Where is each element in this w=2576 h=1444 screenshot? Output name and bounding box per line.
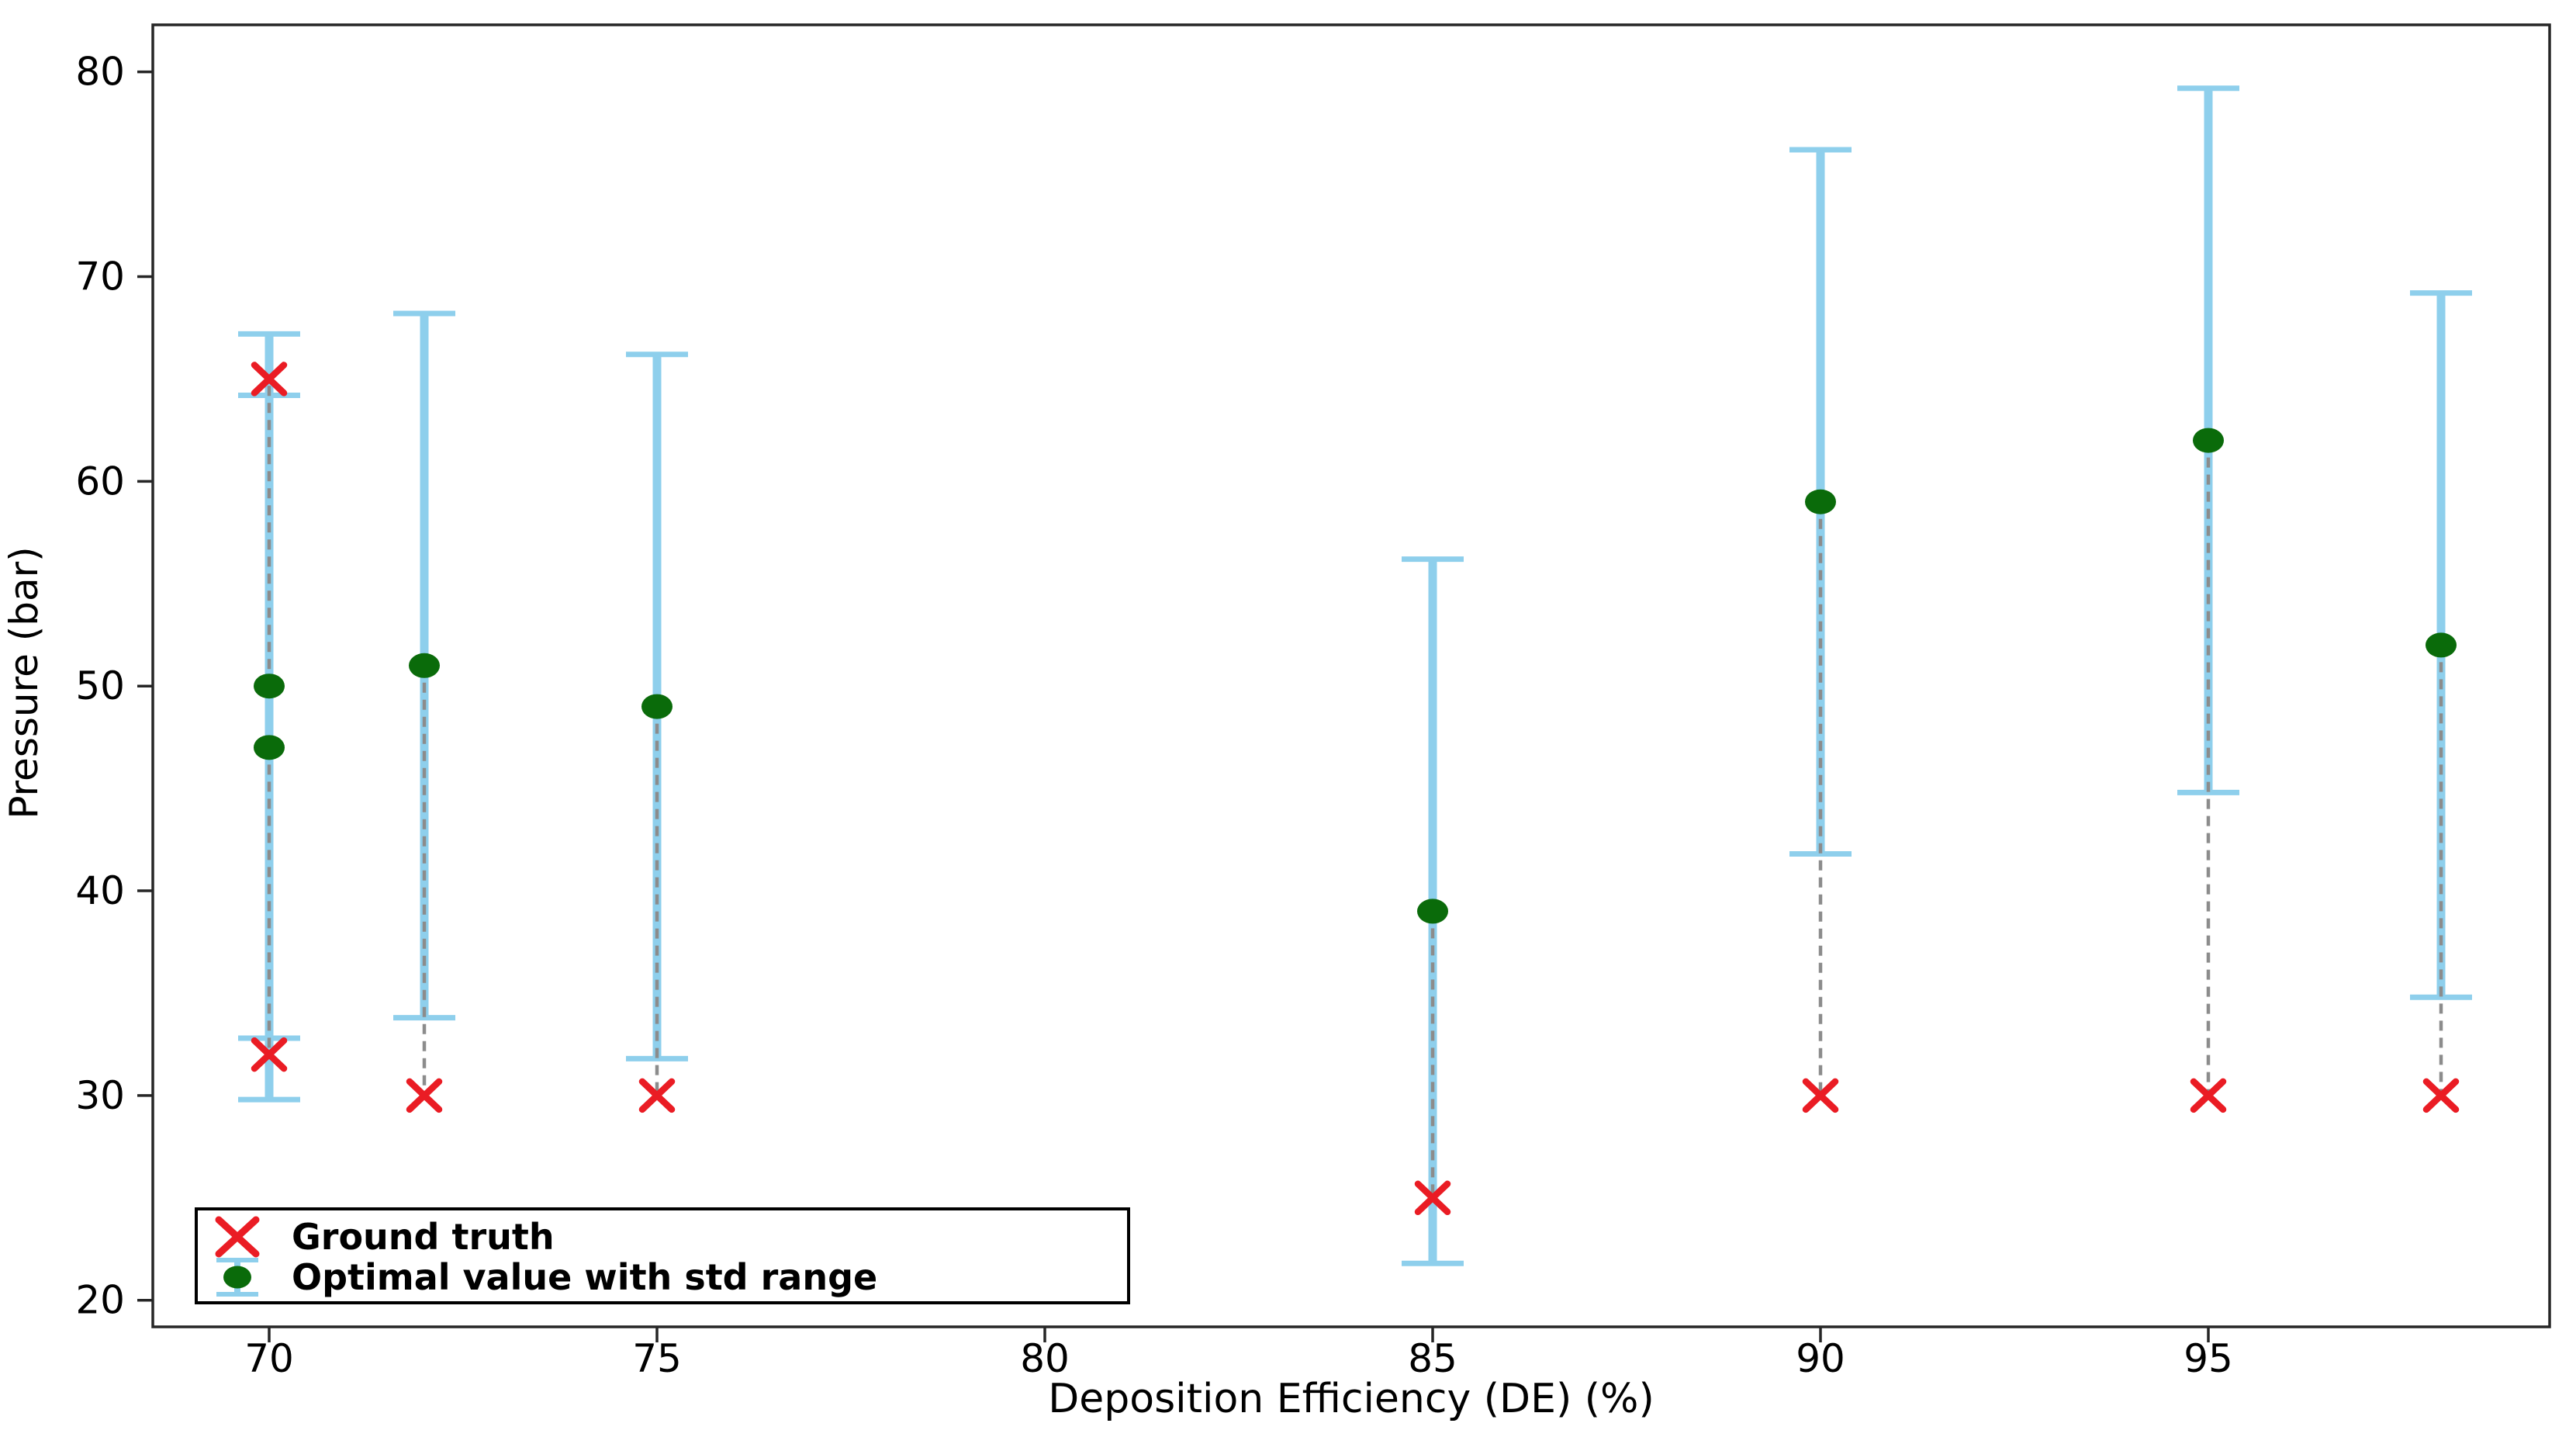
y-tick-label: 60 <box>75 459 125 504</box>
legend-box <box>195 1207 1130 1304</box>
x-tick-label: 90 <box>1796 1336 1845 1381</box>
x-tick-label: 85 <box>1408 1336 1457 1381</box>
optimal-marker <box>1805 489 1836 514</box>
y-tick-label: 40 <box>75 868 125 913</box>
ground-truth-marker <box>251 362 288 396</box>
optimal-marker <box>641 694 673 719</box>
x-tick-label: 75 <box>632 1336 682 1381</box>
ground-truth-marker <box>406 1078 443 1113</box>
x-tick-label: 70 <box>244 1336 294 1381</box>
ground-truth-legend-icon <box>215 1216 260 1258</box>
y-axis-label: Pressure (bar) <box>2 546 47 819</box>
optimal-marker <box>2193 428 2224 453</box>
ground-truth-marker <box>2422 1078 2460 1113</box>
x-tick-label: 80 <box>1020 1336 1070 1381</box>
y-tick-label: 70 <box>75 255 125 300</box>
ground-truth-marker <box>1414 1180 1451 1216</box>
optimal-legend-icon <box>223 1266 251 1289</box>
optimal-marker <box>254 735 285 760</box>
optimal-marker <box>254 674 285 699</box>
x-axis-label: Deposition Efficiency (DE) (%) <box>1048 1376 1655 1422</box>
legend-entry-optimal: Optimal value with std range <box>216 1256 877 1298</box>
ground-truth-marker <box>2190 1078 2227 1113</box>
ground-truth-marker <box>638 1078 676 1113</box>
y-axis: 20 30 40 50 60 70 80 <box>75 50 153 1323</box>
y-tick-label: 80 <box>75 50 125 95</box>
ground-truth-marker <box>251 1037 288 1072</box>
legend-entry-ground-truth: Ground truth <box>215 1216 555 1258</box>
legend-label: Ground truth <box>292 1216 555 1258</box>
plot-border <box>151 23 2551 1328</box>
legend-label: Optimal value with std range <box>292 1256 877 1298</box>
x-axis: 70 75 80 85 90 95 <box>244 1327 2233 1381</box>
ground-truth-marker <box>1802 1078 1839 1113</box>
optimal-marker <box>409 653 440 678</box>
y-tick-label: 20 <box>75 1278 125 1323</box>
optimal-marker <box>2426 632 2457 658</box>
y-tick-label: 50 <box>75 663 125 708</box>
x-tick-label: 95 <box>2184 1336 2233 1381</box>
y-tick-label: 30 <box>75 1073 125 1118</box>
optimal-marker <box>1417 899 1448 924</box>
